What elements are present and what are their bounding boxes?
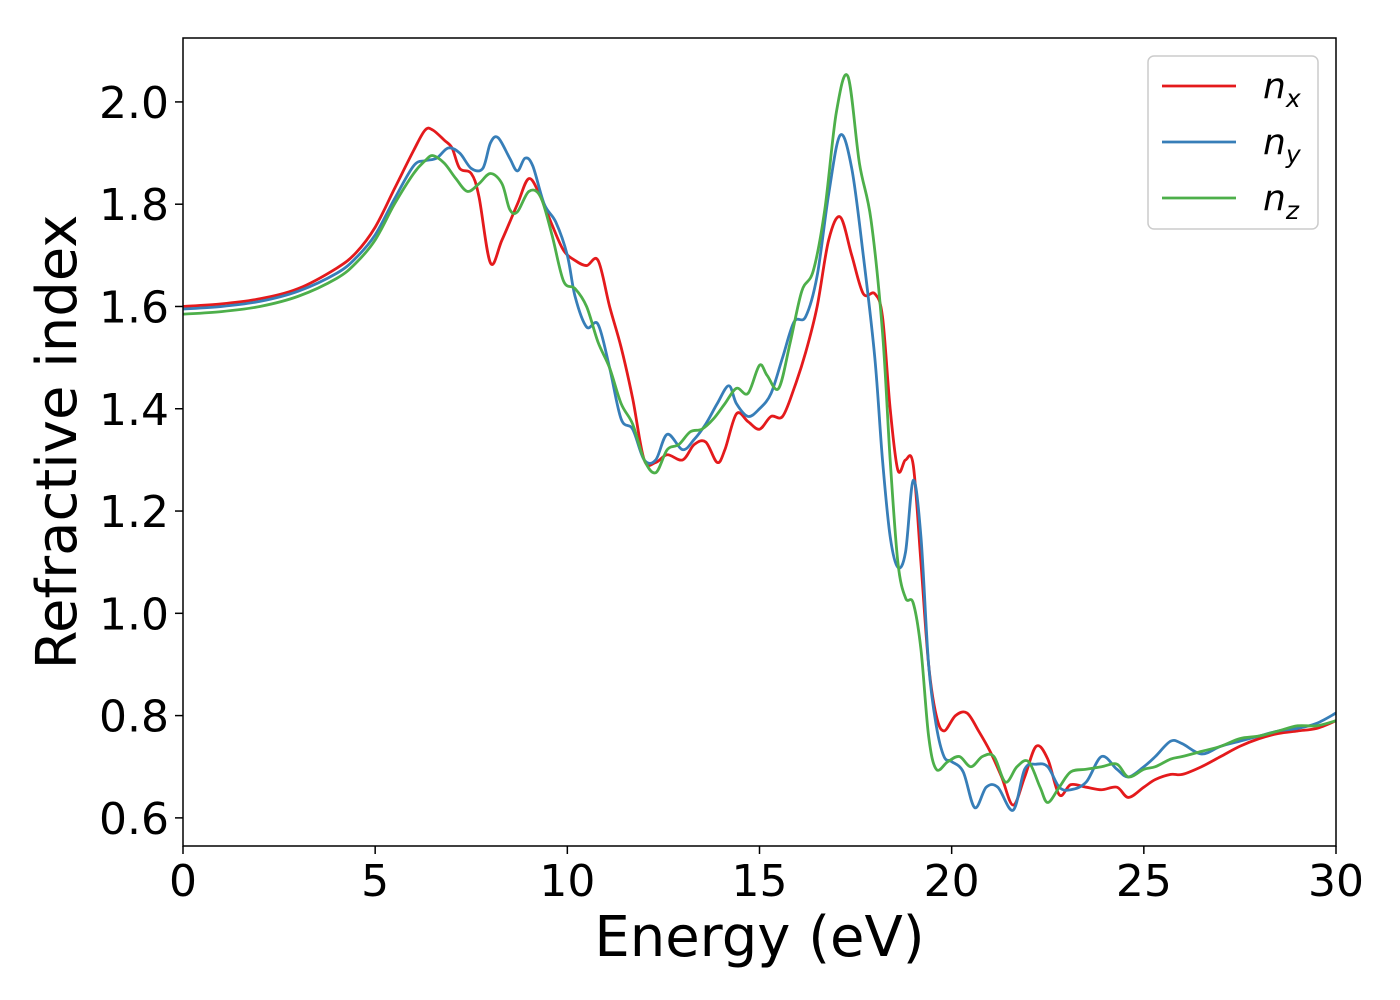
y-axis-label: Refractive index xyxy=(25,215,90,670)
legend-label-n-z: nz xyxy=(1263,178,1300,225)
series-line-n-z xyxy=(183,73,1336,804)
y-tick-label: 1.2 xyxy=(99,487,169,538)
legend-label-n-y: ny xyxy=(1263,122,1302,169)
legend-label-n-x: nx xyxy=(1263,66,1301,113)
series-layer xyxy=(183,73,1336,812)
x-tick-label: 5 xyxy=(361,856,389,907)
x-tick-label: 20 xyxy=(924,856,980,907)
x-tick-label: 30 xyxy=(1308,856,1364,907)
x-axis-label: Energy (eV) xyxy=(594,905,924,970)
x-tick-label: 25 xyxy=(1116,856,1172,907)
y-tick-label: 1.6 xyxy=(99,282,169,333)
y-tick-label: 1.8 xyxy=(99,180,169,231)
y-tick-label: 1.4 xyxy=(99,385,169,436)
y-tick-label: 0.8 xyxy=(99,692,169,743)
series-line-n-y xyxy=(183,133,1336,812)
ticks-layer: 0 5 10 15 20 25 30 0.6 0.8 1.0 1.2 1.4 1.6 1.8 2.0 xyxy=(99,78,1364,907)
series-line-n-x xyxy=(183,126,1336,807)
y-tick-label: 1.0 xyxy=(99,589,169,640)
x-tick-label: 0 xyxy=(169,856,197,907)
x-tick-label: 15 xyxy=(732,856,788,907)
y-tick-label: 2.0 xyxy=(99,78,169,129)
x-tick-label: 10 xyxy=(539,856,595,907)
y-tick-label: 0.6 xyxy=(99,794,169,845)
legend: nx ny nz xyxy=(1147,55,1319,230)
